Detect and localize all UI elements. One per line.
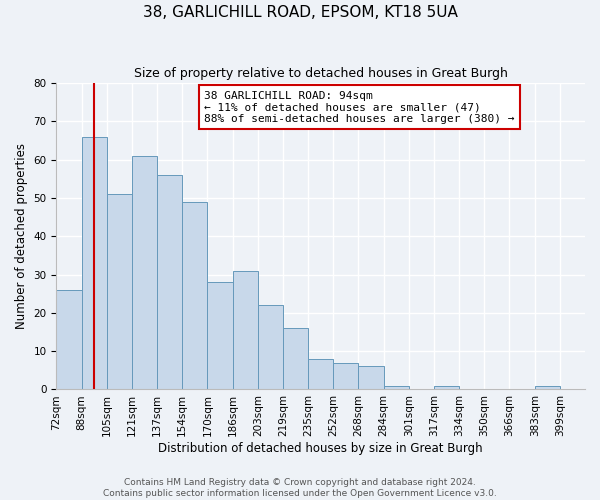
Bar (132, 156, 157, 390)
Title: Size of property relative to detached houses in Great Burgh: Size of property relative to detached ho… (134, 68, 508, 80)
Text: Contains HM Land Registry data © Crown copyright and database right 2024.
Contai: Contains HM Land Registry data © Crown c… (103, 478, 497, 498)
Y-axis label: Number of detached properties: Number of detached properties (15, 144, 28, 330)
Bar (434, 386, 459, 390)
Bar (233, 270, 258, 390)
Bar (333, 362, 358, 390)
Bar (56, 290, 82, 390)
Text: 38, GARLICHILL ROAD, EPSOM, KT18 5UA: 38, GARLICHILL ROAD, EPSOM, KT18 5UA (143, 5, 457, 20)
Bar (283, 328, 308, 390)
Bar (358, 366, 383, 390)
Bar (535, 386, 560, 390)
Bar (258, 305, 283, 390)
Bar (383, 386, 409, 390)
Bar (308, 359, 333, 390)
Bar (107, 194, 132, 390)
Text: 38 GARLICHILL ROAD: 94sqm
← 11% of detached houses are smaller (47)
88% of semi-: 38 GARLICHILL ROAD: 94sqm ← 11% of detac… (205, 90, 515, 124)
Bar (208, 282, 233, 390)
Bar (82, 136, 107, 390)
Bar (157, 175, 182, 390)
Bar (182, 202, 208, 390)
X-axis label: Distribution of detached houses by size in Great Burgh: Distribution of detached houses by size … (158, 442, 483, 455)
